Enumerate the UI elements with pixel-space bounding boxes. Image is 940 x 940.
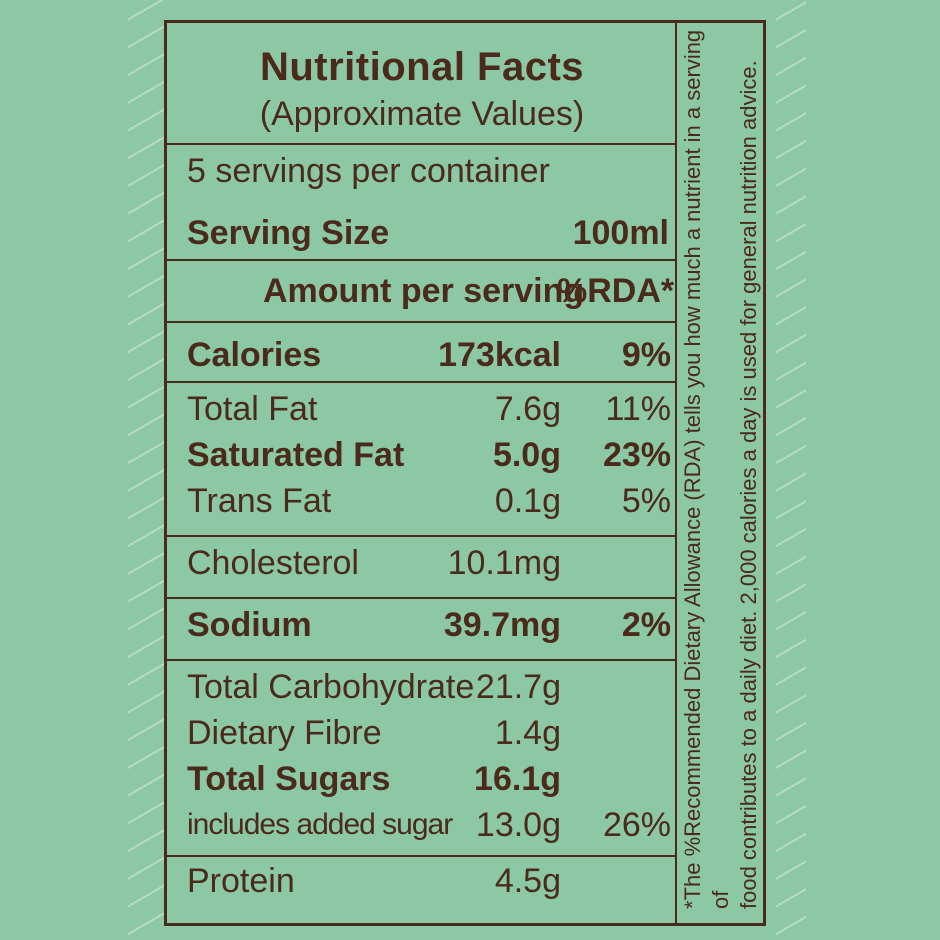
divider (167, 535, 677, 537)
rda-header: %RDA* (557, 272, 675, 310)
divider (167, 259, 677, 261)
servings-per-container: 5 servings per container (187, 152, 550, 190)
nutrient-rda: 26% (602, 806, 671, 844)
label-subtitle: (Approximate Values) (259, 95, 585, 133)
nutrient-amount: 10.1mg (447, 544, 561, 582)
rda-footnote-line-2: food contributes to a daily diet. 2,000 … (736, 60, 761, 909)
nutrient-amount: 173kcal (438, 336, 561, 374)
nutrient-name: Sodium (187, 606, 312, 644)
nutrient-amount: 16.1g (474, 760, 561, 798)
nutrient-rda: 23% (602, 436, 671, 474)
nutrient-amount: 7.6g (494, 390, 561, 428)
nutrient-amount: 0.1g (494, 482, 561, 520)
nutrient-rda: 5% (621, 482, 671, 520)
divider (167, 143, 677, 145)
divider (167, 381, 677, 383)
background-hatch-left (128, 0, 164, 940)
rda-footnote: *The %Recommended Dietary Allowance (RDA… (679, 25, 763, 921)
nutrient-amount: 13.0g (475, 806, 561, 844)
nutrient-name: Dietary Fibre (187, 714, 382, 752)
nutrient-amount: 21.7g (475, 668, 561, 706)
nutrient-amount: 4.5g (494, 862, 561, 900)
label-title: Nutritional Facts (259, 45, 585, 89)
nutrient-name: Total Carbohydrate (187, 668, 475, 706)
serving-size-value: 100ml (572, 214, 669, 252)
serving-size-label: Serving Size (187, 214, 390, 252)
nutrient-name: Protein (187, 862, 295, 900)
nutrient-rda: 11% (605, 390, 671, 428)
nutrient-name: Total Sugars (187, 760, 391, 798)
nutrition-label: Nutritional Facts (Approximate Values) 5… (164, 20, 766, 926)
footnote-panel: *The %Recommended Dietary Allowance (RDA… (679, 23, 763, 923)
background-hatch-right (776, 0, 806, 940)
divider (167, 855, 677, 857)
divider (167, 597, 677, 599)
nutrient-rda: 9% (621, 336, 671, 374)
nutrient-name: Total Fat (187, 390, 318, 428)
nutrient-name: Saturated Fat (187, 436, 405, 474)
nutrient-name: Cholesterol (187, 544, 359, 582)
nutrient-amount: 1.4g (494, 714, 561, 752)
nutrient-name: Trans Fat (187, 482, 332, 520)
nutrient-amount: 39.7mg (443, 606, 561, 644)
nutrient-name: Calories (187, 336, 322, 374)
nutrient-amount: 5.0g (492, 436, 561, 474)
nutrition-table: Nutritional Facts (Approximate Values) 5… (167, 23, 677, 923)
nutrient-rda: 2% (621, 606, 671, 644)
nutrient-name: includes added sugar (187, 808, 453, 841)
divider (167, 659, 677, 661)
rda-footnote-line-1: *The %Recommended Dietary Allowance (RDA… (680, 29, 733, 909)
divider (167, 321, 677, 323)
amount-per-serving-header: Amount per serving (263, 272, 585, 310)
